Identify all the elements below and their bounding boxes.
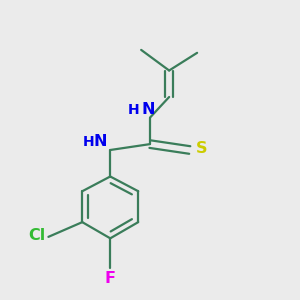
Text: H: H	[82, 135, 94, 149]
Text: N: N	[94, 134, 107, 149]
Text: N: N	[142, 102, 155, 117]
Text: S: S	[196, 141, 207, 156]
Text: H: H	[128, 103, 140, 117]
Text: F: F	[105, 271, 116, 286]
Text: Cl: Cl	[28, 228, 46, 243]
